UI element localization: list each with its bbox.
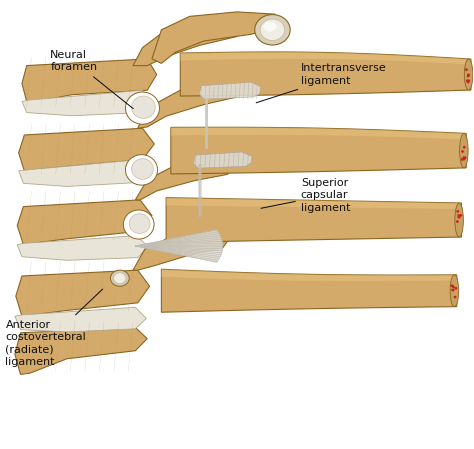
Polygon shape [17, 236, 148, 260]
Polygon shape [136, 230, 223, 262]
Polygon shape [22, 59, 156, 101]
Ellipse shape [457, 216, 460, 218]
Ellipse shape [123, 210, 154, 239]
Ellipse shape [456, 210, 459, 213]
Ellipse shape [467, 81, 470, 84]
Polygon shape [15, 327, 147, 374]
Ellipse shape [114, 273, 126, 284]
Ellipse shape [455, 203, 464, 237]
Polygon shape [18, 159, 151, 186]
Ellipse shape [126, 92, 159, 124]
Text: Intertransverse
ligament: Intertransverse ligament [256, 63, 387, 103]
Ellipse shape [467, 75, 470, 77]
Text: Anterior
costovertebral
(radiate)
ligament: Anterior costovertebral (radiate) ligame… [5, 289, 103, 367]
Polygon shape [171, 127, 466, 174]
Polygon shape [180, 52, 471, 65]
Ellipse shape [458, 216, 461, 218]
Polygon shape [15, 307, 146, 332]
Ellipse shape [255, 14, 290, 45]
Polygon shape [193, 152, 252, 168]
Ellipse shape [452, 286, 455, 288]
Polygon shape [136, 158, 237, 200]
Ellipse shape [461, 150, 464, 153]
Polygon shape [133, 14, 261, 66]
Polygon shape [22, 90, 152, 116]
Ellipse shape [455, 287, 457, 290]
Ellipse shape [464, 156, 466, 159]
Ellipse shape [466, 79, 469, 82]
Ellipse shape [451, 289, 454, 291]
Ellipse shape [460, 133, 468, 168]
Ellipse shape [451, 284, 454, 287]
Ellipse shape [467, 79, 470, 82]
Ellipse shape [462, 156, 465, 159]
Polygon shape [161, 269, 457, 312]
Ellipse shape [461, 158, 464, 161]
Polygon shape [166, 198, 462, 209]
Ellipse shape [264, 22, 277, 31]
Ellipse shape [126, 154, 157, 185]
Polygon shape [138, 81, 246, 128]
Polygon shape [161, 269, 457, 281]
Polygon shape [171, 127, 466, 140]
Ellipse shape [463, 146, 465, 149]
Polygon shape [166, 198, 462, 242]
Polygon shape [152, 12, 284, 63]
Polygon shape [199, 82, 261, 99]
Ellipse shape [457, 214, 460, 217]
Ellipse shape [129, 214, 150, 233]
Ellipse shape [260, 19, 285, 40]
Text: Neural
foramen: Neural foramen [50, 50, 133, 109]
Ellipse shape [452, 289, 455, 291]
Ellipse shape [110, 270, 129, 286]
Ellipse shape [467, 73, 470, 76]
Ellipse shape [132, 158, 154, 179]
Polygon shape [17, 200, 152, 245]
Ellipse shape [465, 68, 468, 71]
Polygon shape [18, 128, 155, 171]
Ellipse shape [465, 59, 473, 90]
Polygon shape [133, 230, 232, 270]
Ellipse shape [460, 214, 463, 217]
Ellipse shape [462, 158, 465, 160]
Ellipse shape [132, 96, 155, 119]
Polygon shape [16, 270, 150, 316]
Ellipse shape [450, 275, 459, 307]
Ellipse shape [454, 296, 456, 299]
Text: Superior
capsular
ligament: Superior capsular ligament [261, 178, 350, 213]
Ellipse shape [456, 220, 459, 223]
Polygon shape [180, 52, 471, 96]
